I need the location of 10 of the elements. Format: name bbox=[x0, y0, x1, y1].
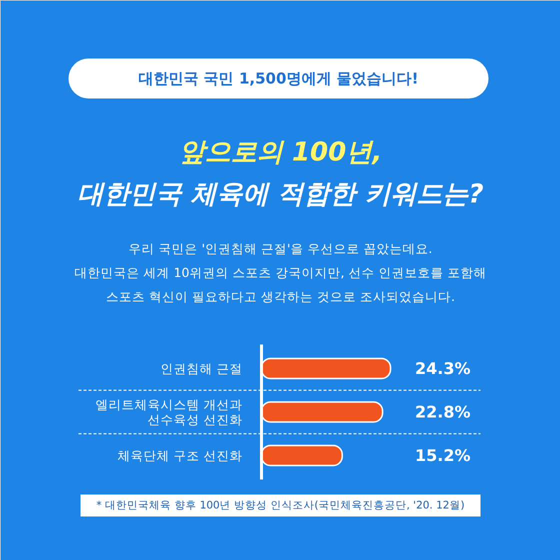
data-label: 22.8% bbox=[414, 402, 471, 422]
y-tick-label: 체육단체 구조 선진화 bbox=[118, 448, 243, 463]
text: 우리 국민은 '인권침해 근절'을 우선으로 꼽았는데요. 대한민국은 세계 10위권의 스포츠 강국이지만, 선수 인권보호를 포함해 스포츠 혁신이 필요하다고 생각하는 것으로 조사되었습니다. bbox=[74, 241, 486, 304]
data-label: 15.2% bbox=[414, 446, 471, 465]
text: * 대한민국체육 향후 100년 방향성 인식조사(국민체육진흥공단, '20. 12월) bbox=[96, 500, 465, 512]
chart-title: 앞으로의 100년, 대한민국 체육에 적합한 키워드는? bbox=[77, 138, 484, 210]
text: 대한민국 국민 1,500명에게 물었습니다! bbox=[138, 70, 418, 88]
y-tick-label: 인권침해 근절 bbox=[160, 361, 243, 376]
data-label: 24.3% bbox=[414, 359, 471, 378]
y-tick-label: 엘리트체육시스템 개선과 선수육성 선진화 bbox=[96, 397, 243, 427]
